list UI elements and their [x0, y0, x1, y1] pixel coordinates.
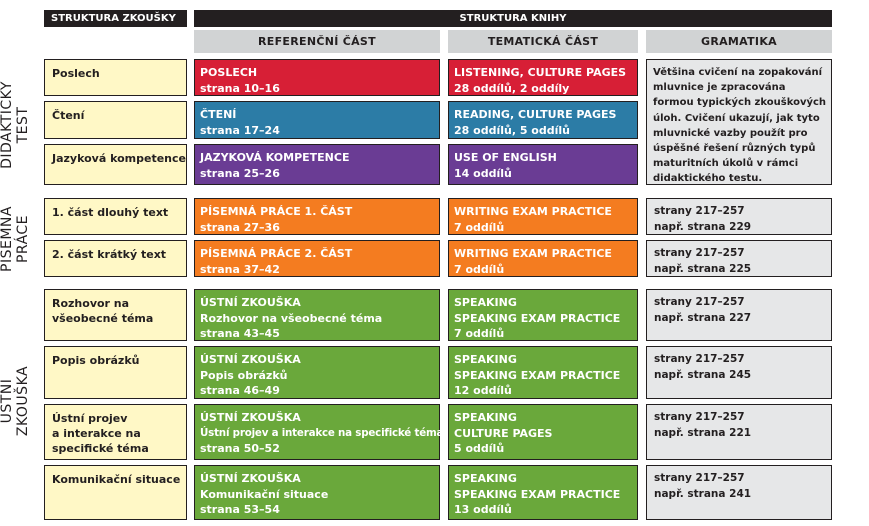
grammar-description: Většina cvičení na zopakování mluvnice j…: [646, 59, 832, 185]
grammar-cell-communication-situations: strany 217–257 např. strana 241: [646, 465, 832, 520]
reference-cell-general-conversation: ÚSTNÍ ZKOUŠKA Rozhovor na všeobecné téma…: [194, 289, 440, 341]
section-label-oral-exam: ÚSTNÍ ZKOUŠKA: [0, 365, 31, 437]
thematic-cell-language-competence: USE OF ENGLISH 14 oddílů: [448, 144, 638, 185]
section-label-didactic-test: DIDAKTICKÝ TEST: [0, 81, 31, 169]
thematic-cell-specific-topic: SPEAKING CULTURE PAGES 5 oddílů: [448, 404, 638, 460]
exam-part-communication-situations: Komunikační situace: [44, 465, 187, 520]
exam-part-long-text: 1. část dlouhý text: [44, 198, 187, 235]
reference-cell-written-part-1: PÍSEMNÁ PRÁCE 1. ČÁST strana 27–36: [194, 198, 440, 235]
reference-cell-specific-topic: ÚSTNÍ ZKOUŠKA Ústní projev a interakce n…: [194, 404, 443, 460]
thematic-cell-listening: LISTENING, CULTURE PAGES 28 oddílů, 2 od…: [448, 59, 638, 96]
header-thematic-part: TEMATICKÁ ČÁST: [448, 30, 638, 53]
exam-part-picture-description: Popis obrázků: [44, 346, 187, 399]
reference-cell-communication-situations: ÚSTNÍ ZKOUŠKA Komunikační situace strana…: [194, 465, 440, 520]
header-grammar-label: GRAMATIKA: [701, 35, 777, 48]
exam-part-language-competence: Jazyková kompetence: [44, 144, 187, 185]
header-reference-part-label: REFERENČNÍ ČÁST: [258, 35, 376, 48]
thematic-cell-written-part-1: WRITING EXAM PRACTICE 7 oddílů: [448, 198, 638, 235]
grammar-cell-specific-topic: strany 217–257 např. strana 221: [646, 404, 832, 460]
header-thematic-part-label: TEMATICKÁ ČÁST: [487, 35, 599, 48]
thematic-cell-picture-description: SPEAKING SPEAKING EXAM PRACTICE 12 oddíl…: [448, 346, 638, 399]
reference-cell-language-competence: JAZYKOVÁ KOMPETENCE strana 25–26: [194, 144, 440, 185]
exam-part-specific-topic: Ústní projev a interakce na specifické t…: [44, 404, 187, 460]
exam-part-listening: Poslech: [44, 59, 187, 96]
header-exam-structure-label: STRUKTURA ZKOUŠKY: [51, 13, 176, 24]
grammar-cell-written-part-2: strany 217–257 např. strana 225: [646, 240, 832, 277]
exam-part-general-conversation: Rozhovor na všeobecné téma: [44, 289, 187, 341]
header-exam-structure: STRUKTURA ZKOUŠKY: [44, 10, 187, 27]
thematic-cell-written-part-2: WRITING EXAM PRACTICE 7 oddílů: [448, 240, 638, 277]
header-book-structure: STRUKTURA KNIHY: [194, 10, 832, 27]
header-grammar: GRAMATIKA: [646, 30, 832, 53]
reference-cell-written-part-2: PÍSEMNÁ PRÁCE 2. ČÁST strana 37–42: [194, 240, 440, 277]
section-label-written-work: PÍSEMNÁ PRÁCE: [0, 206, 31, 272]
thematic-cell-reading: READING, CULTURE PAGES 28 oddílů, 5 oddí…: [448, 101, 638, 139]
grammar-cell-written-part-1: strany 217–257 např. strana 229: [646, 198, 832, 235]
reference-cell-picture-description: ÚSTNÍ ZKOUŠKA Popis obrázků strana 46–49: [194, 346, 440, 399]
reference-cell-listening: POSLECH strana 10–16: [194, 59, 440, 96]
header-book-structure-label: STRUKTURA KNIHY: [459, 13, 567, 24]
thematic-cell-communication-situations: SPEAKING SPEAKING EXAM PRACTICE 13 oddíl…: [448, 465, 638, 520]
exam-part-reading: Čtení: [44, 101, 187, 139]
exam-part-short-text: 2. část krátký text: [44, 240, 187, 277]
reference-cell-reading: ČTENÍ strana 17–24: [194, 101, 440, 139]
grammar-cell-general-conversation: strany 217–257 např. strana 227: [646, 289, 832, 341]
header-reference-part: REFERENČNÍ ČÁST: [194, 30, 440, 53]
thematic-cell-general-conversation: SPEAKING SPEAKING EXAM PRACTICE 7 oddílů: [448, 289, 638, 341]
grammar-cell-picture-description: strany 217–257 např. strana 245: [646, 346, 832, 399]
